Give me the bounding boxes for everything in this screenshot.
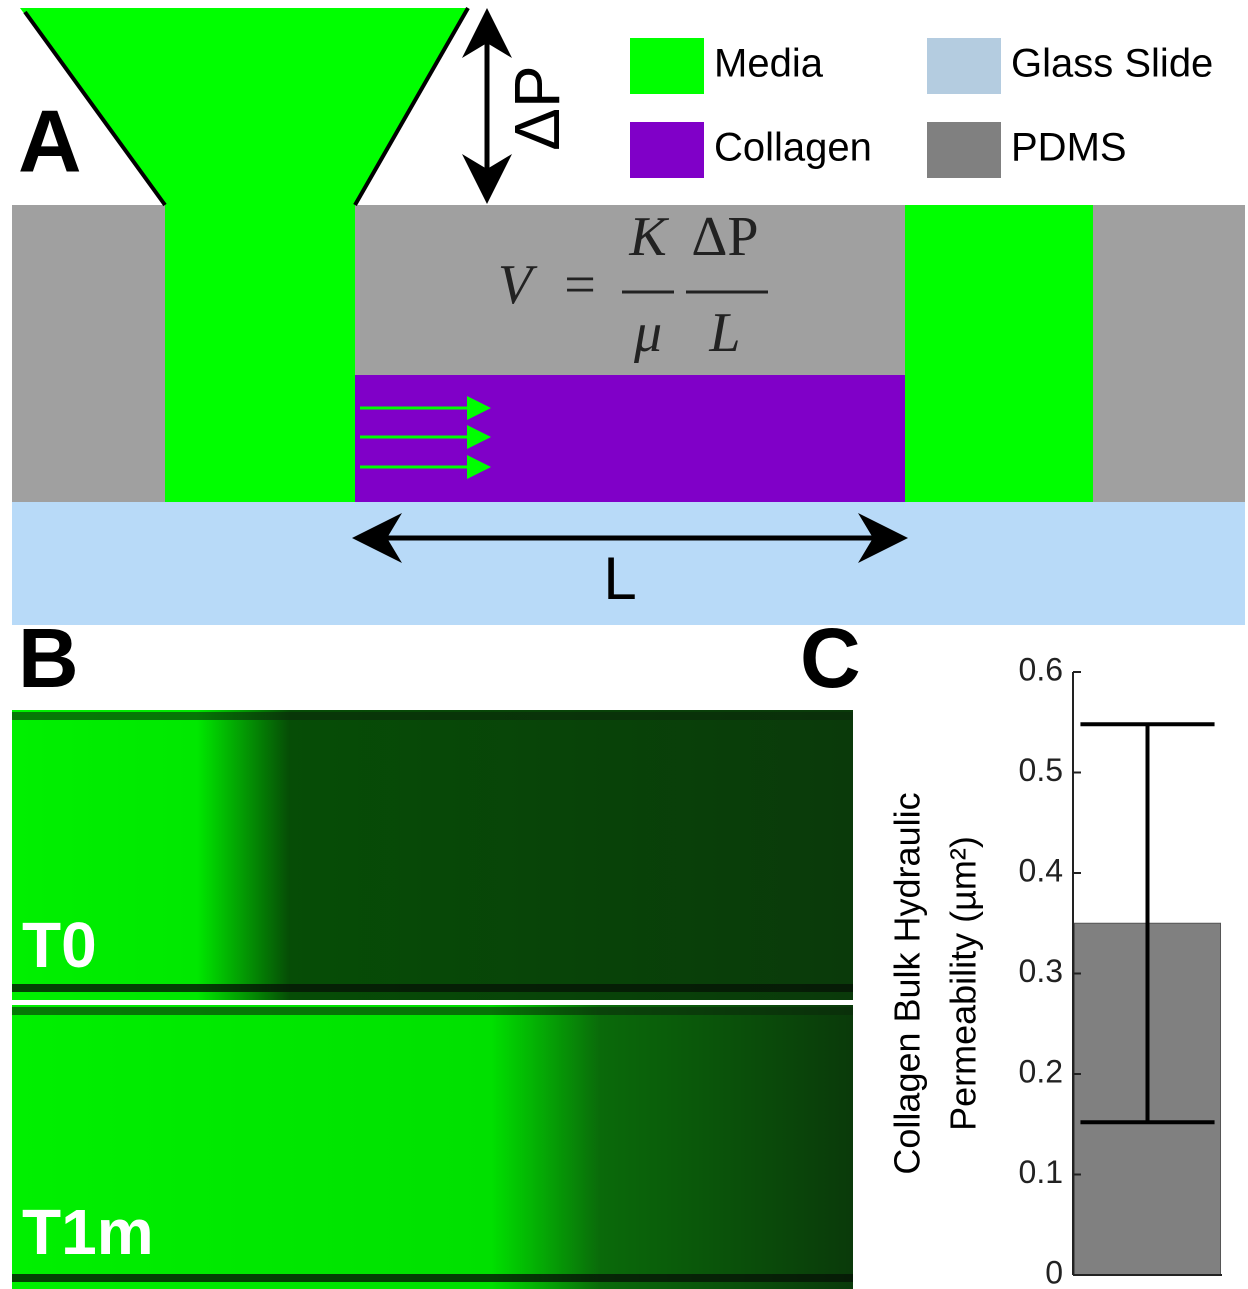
equation-term: L bbox=[708, 302, 740, 364]
y-tick-label: 0.5 bbox=[1019, 752, 1063, 788]
legend-label: Collagen bbox=[714, 126, 872, 170]
panel-label: B bbox=[18, 611, 79, 705]
y-axis-label: Collagen Bulk Hydraulic bbox=[887, 792, 928, 1174]
legend-swatch bbox=[927, 122, 1001, 178]
channel-wall bbox=[12, 1274, 853, 1282]
pressure-label: ΔP bbox=[501, 65, 573, 150]
outlet-channel bbox=[905, 205, 1093, 502]
legend-label: Glass Slide bbox=[1011, 42, 1213, 86]
y-tick-label: 0 bbox=[1045, 1254, 1063, 1289]
legend-label: PDMS bbox=[1011, 126, 1127, 170]
time-label: T0 bbox=[22, 909, 97, 981]
equation-term: μ bbox=[633, 302, 662, 364]
y-tick-label: 0.3 bbox=[1019, 953, 1063, 989]
y-axis-label: Permeability (µm²) bbox=[943, 836, 984, 1131]
y-tick-label: 0.2 bbox=[1019, 1053, 1063, 1089]
equation-term: V bbox=[498, 254, 538, 316]
panel-label: A bbox=[18, 91, 82, 190]
panel-label: C bbox=[800, 611, 861, 705]
y-tick-label: 0.1 bbox=[1019, 1154, 1063, 1190]
channel-wall bbox=[12, 712, 853, 720]
legend: Media Collagen Glass Slide PDMS bbox=[630, 38, 1213, 178]
legend-swatch bbox=[630, 122, 704, 178]
time-label: T1m bbox=[22, 1196, 154, 1268]
chart: 0 0.1 0.2 0.3 0.4 0.5 0.6 Collagen Bulk Hydraul… bbox=[887, 651, 1222, 1289]
legend-swatch bbox=[630, 38, 704, 94]
panel-b: B T0 T1m bbox=[12, 611, 853, 1289]
length-label: L bbox=[603, 545, 636, 612]
legend-label: Media bbox=[714, 42, 824, 86]
equation-term: = bbox=[564, 254, 596, 316]
channel-wall bbox=[12, 984, 853, 992]
y-tick-label: 0.4 bbox=[1019, 852, 1063, 888]
legend-swatch bbox=[927, 38, 1001, 94]
channel-wall bbox=[12, 1007, 853, 1015]
micrograph bbox=[12, 710, 853, 1000]
y-tick-label: 0.6 bbox=[1019, 651, 1063, 687]
equation-term: K bbox=[628, 206, 669, 268]
equation-term: ΔP bbox=[691, 206, 758, 268]
panel-a: ΔP L A V = K μ ΔP L Media Collagen Glass S… bbox=[12, 8, 1245, 625]
figure: ΔP L A V = K μ ΔP L Media Collagen Glass S… bbox=[0, 0, 1248, 1289]
